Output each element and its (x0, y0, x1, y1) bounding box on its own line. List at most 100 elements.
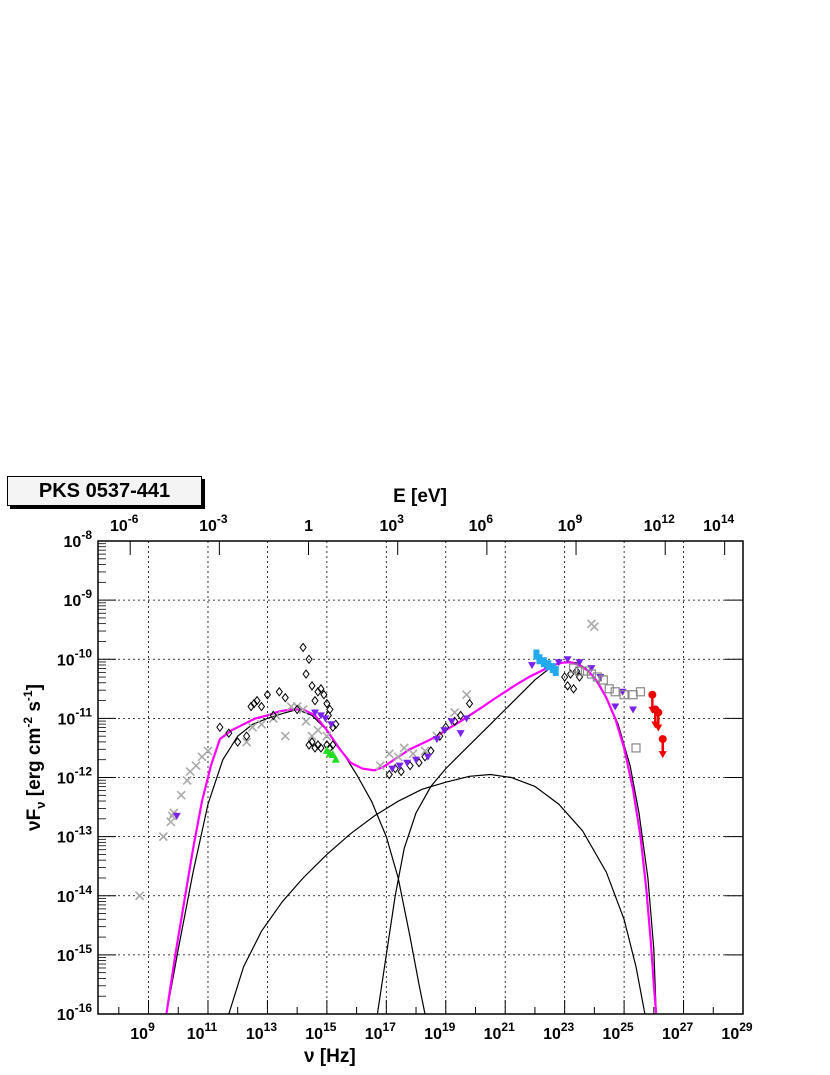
archival-point (166, 817, 176, 827)
diamond-point (457, 710, 465, 721)
archival-point (301, 716, 311, 726)
source-label: PKS 0537-441 (7, 476, 202, 506)
red-limit-point (658, 735, 667, 744)
top-tick-label: 1012 (644, 512, 675, 535)
diamond-point (397, 766, 405, 777)
gray-square-point (635, 687, 646, 697)
model-curves (165, 660, 658, 1014)
y-tick-label: 10-16 (57, 1001, 92, 1024)
purple-point (629, 706, 638, 714)
archival-point (247, 722, 258, 732)
green-point (328, 750, 337, 759)
x-tick-label: 1015 (305, 1020, 336, 1043)
diamond-point (250, 698, 258, 709)
x-tick-label: 1023 (543, 1020, 574, 1043)
gray-square-point (610, 687, 620, 697)
diamond-point (242, 731, 251, 741)
top-tick-label: 1 (304, 518, 313, 535)
diamond-point (314, 740, 322, 750)
y-tick-label: 10-14 (57, 883, 92, 906)
purple-point (596, 673, 605, 681)
green-point (331, 754, 340, 763)
diamond-point (225, 728, 233, 738)
diamond-point (263, 689, 272, 700)
top-axis-title: E [eV] (393, 486, 447, 507)
archival-point (313, 725, 323, 735)
archival-point (420, 746, 430, 756)
gray-square-point (586, 669, 597, 679)
curve-ssc (228, 773, 646, 1014)
top-tick-label: 1014 (703, 512, 734, 535)
x-axis-title: ν [Hz] (304, 1046, 356, 1067)
archival-point (176, 790, 186, 800)
diamond-point (569, 683, 578, 694)
archival-point (375, 761, 385, 771)
diamond-point (311, 743, 319, 753)
gray-square-point (628, 690, 638, 700)
gray-square-point (574, 666, 585, 676)
diamond-point (311, 695, 319, 706)
top-tick-label: 103 (379, 512, 404, 535)
purple-point (447, 718, 456, 726)
gray-square-point (580, 666, 591, 676)
y-tick-label: 10-11 (58, 705, 93, 728)
diamond-point (326, 704, 334, 715)
diamond-point (234, 737, 242, 747)
archival-point (158, 832, 168, 842)
axes (98, 540, 744, 1015)
cyan-point (536, 654, 543, 665)
x-tick-label: 1017 (365, 1020, 396, 1043)
diamond-point (299, 642, 307, 653)
diamond-point (324, 710, 332, 721)
red-limit-head (654, 724, 663, 732)
curve-synchrotron (165, 708, 426, 1014)
diamond-point (320, 689, 328, 700)
archival-point (462, 690, 472, 700)
purple-point (440, 727, 449, 735)
red-limit-point (648, 690, 657, 699)
x-tick-label: 1013 (246, 1020, 277, 1043)
curve-ec (376, 660, 657, 1014)
top-tick-label: 109 (558, 512, 583, 535)
diamond-point (308, 737, 316, 747)
purple-point (172, 812, 181, 820)
x-tick-label: 109 (130, 1020, 155, 1043)
archival-point (280, 731, 290, 741)
purple-point (563, 656, 572, 664)
purple-point (327, 721, 336, 729)
archival-point (393, 752, 403, 762)
archival-point (589, 622, 599, 632)
x-tick-label: 1027 (662, 1020, 693, 1043)
archival-point (322, 731, 332, 741)
x-tick-label: 1025 (603, 1020, 634, 1043)
diamond-point (323, 698, 331, 709)
curve-total-model (165, 661, 658, 1014)
archival-point (256, 719, 267, 729)
x-tick-label: 1019 (424, 1020, 455, 1043)
gray-square-point (619, 690, 629, 700)
archival-point (191, 761, 201, 771)
purple-point (611, 703, 620, 711)
purple-point (432, 736, 441, 744)
purple-point (388, 765, 397, 773)
red-limit-point (654, 708, 663, 717)
top-tick-label: 10-6 (110, 512, 139, 535)
archival-point (384, 749, 394, 759)
y-tick-label: 10-12 (57, 765, 92, 788)
diamond-point (317, 743, 325, 753)
archival-point (135, 891, 145, 901)
y-tick-label: 10-10 (57, 646, 92, 669)
purple-point (395, 762, 404, 770)
gray-square-point (604, 684, 614, 694)
archival-point (203, 746, 213, 756)
archival-point (182, 775, 192, 786)
diamond-point (385, 769, 393, 780)
diamond-point (216, 722, 224, 733)
purple-point (462, 715, 471, 723)
purple-point (403, 759, 412, 767)
diamond-point (317, 683, 325, 694)
diamond-point (302, 669, 310, 679)
cyan-point (545, 660, 552, 671)
axis-labels: 109 1011 1013 1015 1017 1019 1021 1023 1025 1027 1… (21, 486, 753, 1067)
